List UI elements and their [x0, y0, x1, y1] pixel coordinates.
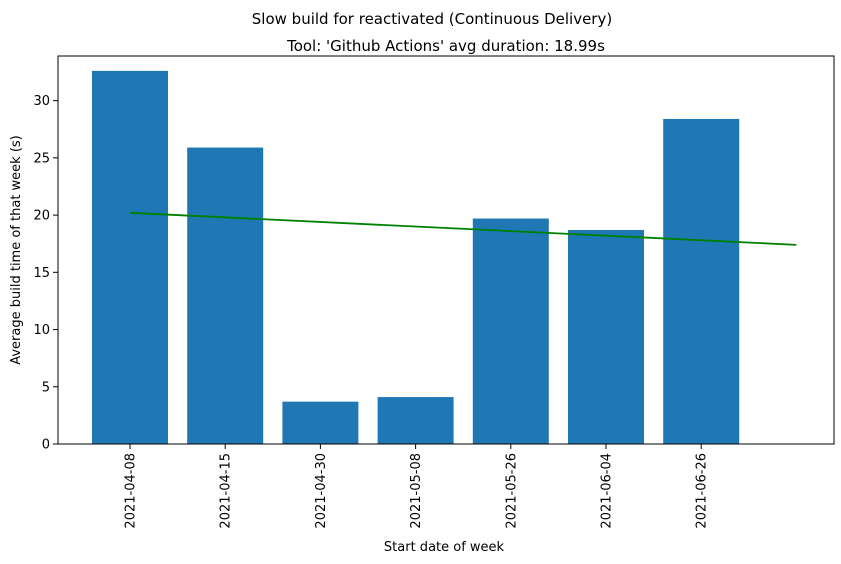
bar-group	[92, 70, 740, 444]
x-tick-label: 2021-06-26	[695, 453, 710, 529]
trendline-group	[129, 211, 797, 246]
bar	[663, 118, 740, 444]
x-tick-label: 2021-04-30	[314, 453, 329, 529]
x-tick-label: 2021-04-08	[124, 453, 139, 529]
chart-suptitle: Slow build for reactivated (Continuous D…	[252, 10, 612, 28]
plot-frame	[57, 55, 835, 445]
x-tick-label: 2021-04-15	[219, 453, 234, 529]
y-tick-label: 25	[33, 151, 50, 166]
y-axis: 0 5 10 15 20 25 30	[33, 94, 58, 453]
bar	[282, 401, 359, 444]
bar	[568, 229, 644, 444]
y-axis-label: Average build time of that week (s)	[9, 135, 24, 365]
y-tick-label: 0	[42, 438, 50, 453]
x-axis: 2021-04-08 2021-04-15 2021-04-30 2021-05-08…	[124, 444, 710, 529]
bar	[377, 397, 454, 444]
bar	[472, 218, 549, 444]
y-tick-label: 15	[33, 266, 50, 281]
y-tick-label: 30	[33, 94, 50, 109]
bar	[92, 70, 168, 444]
x-axis-label: Start date of week	[384, 540, 505, 555]
y-tick-label: 20	[33, 209, 50, 224]
x-tick-label: 2021-05-08	[409, 453, 424, 529]
x-tick-label: 2021-06-04	[600, 453, 615, 529]
y-tick-label: 5	[42, 380, 50, 395]
bar	[187, 147, 264, 444]
chart-title: Tool: 'Github Actions' avg duration: 18.…	[286, 37, 605, 55]
y-tick-label: 10	[33, 323, 50, 338]
trendline	[129, 211, 797, 246]
x-tick-label: 2021-05-26	[504, 453, 519, 529]
